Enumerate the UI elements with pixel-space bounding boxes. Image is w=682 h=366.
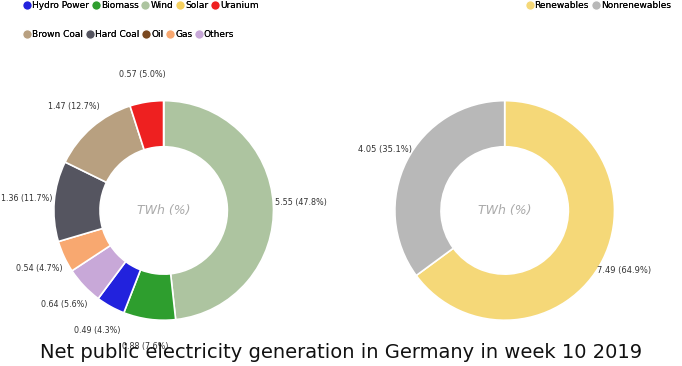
Text: 5.55 (47.8%): 5.55 (47.8%)	[275, 198, 327, 208]
Wedge shape	[72, 246, 125, 299]
Text: Net public electricity generation in Germany in week 10 2019: Net public electricity generation in Ger…	[40, 343, 642, 362]
Wedge shape	[130, 101, 164, 150]
Text: 1.47 (12.7%): 1.47 (12.7%)	[48, 102, 100, 111]
Text: 0.57 (5.0%): 0.57 (5.0%)	[119, 70, 166, 79]
Text: 0.64 (5.6%): 0.64 (5.6%)	[41, 300, 87, 309]
Text: 1.36 (11.7%): 1.36 (11.7%)	[1, 194, 53, 203]
Text: 4.05 (35.1%): 4.05 (35.1%)	[358, 146, 412, 154]
Text: TWh (%): TWh (%)	[137, 204, 190, 217]
Legend: Renewables, Nonrenewables: Renewables, Nonrenewables	[527, 1, 670, 10]
Text: 0.54 (4.7%): 0.54 (4.7%)	[16, 264, 63, 273]
Wedge shape	[164, 101, 273, 320]
Wedge shape	[395, 101, 505, 276]
Wedge shape	[416, 101, 614, 320]
Wedge shape	[59, 228, 110, 271]
Text: TWh (%): TWh (%)	[478, 204, 531, 217]
Legend: Hydro Power, Biomass, Wind, Solar, Uranium: Hydro Power, Biomass, Wind, Solar, Urani…	[25, 1, 258, 10]
Text: 0.88 (7.6%): 0.88 (7.6%)	[123, 342, 169, 351]
Text: 0.49 (4.3%): 0.49 (4.3%)	[74, 326, 121, 335]
Text: 7.49 (64.9%): 7.49 (64.9%)	[597, 266, 651, 275]
Wedge shape	[98, 262, 140, 313]
Wedge shape	[54, 162, 106, 242]
Legend: Brown Coal, Hard Coal, Oil, Gas, Others: Brown Coal, Hard Coal, Oil, Gas, Others	[25, 30, 234, 39]
Wedge shape	[65, 106, 144, 182]
Wedge shape	[124, 270, 176, 320]
